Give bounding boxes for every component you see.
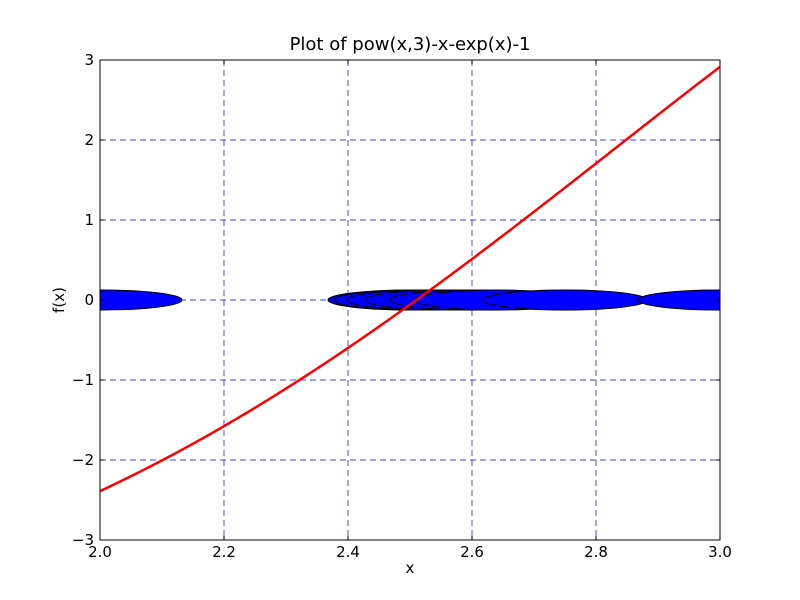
- y-tick-label: −3: [72, 531, 94, 549]
- y-tick-label: 1: [84, 211, 94, 229]
- x-tick-label: 2.4: [336, 543, 360, 561]
- y-axis-label: f(x): [50, 287, 68, 313]
- x-tick-label: 2.6: [460, 543, 484, 561]
- chart-title: Plot of pow(x,3)-x-exp(x)-1: [290, 34, 531, 55]
- y-tick-label: −1: [72, 371, 94, 389]
- tick-labels: 2.0 2.2 2.4 2.6 2.8 3.0 −3 −2 −1 0 1 2 3: [72, 51, 732, 561]
- root-marker: [637, 289, 720, 311]
- x-tick-label: 2.0: [88, 543, 112, 561]
- x-tick-label: 2.2: [212, 543, 236, 561]
- y-tick-label: −2: [72, 451, 94, 469]
- root-markers: [100, 289, 720, 311]
- y-tick-label: 2: [84, 131, 94, 149]
- y-tick-label: 3: [84, 51, 94, 69]
- x-axis-label: x: [406, 559, 415, 577]
- root-marker: [482, 289, 648, 311]
- x-tick-label: 2.8: [584, 543, 608, 561]
- function-curve: [100, 65, 720, 493]
- y-tick-label: 0: [84, 291, 94, 309]
- root-marker: [100, 289, 183, 311]
- x-tick-label: 3.0: [708, 543, 732, 561]
- ticks: [99, 59, 721, 541]
